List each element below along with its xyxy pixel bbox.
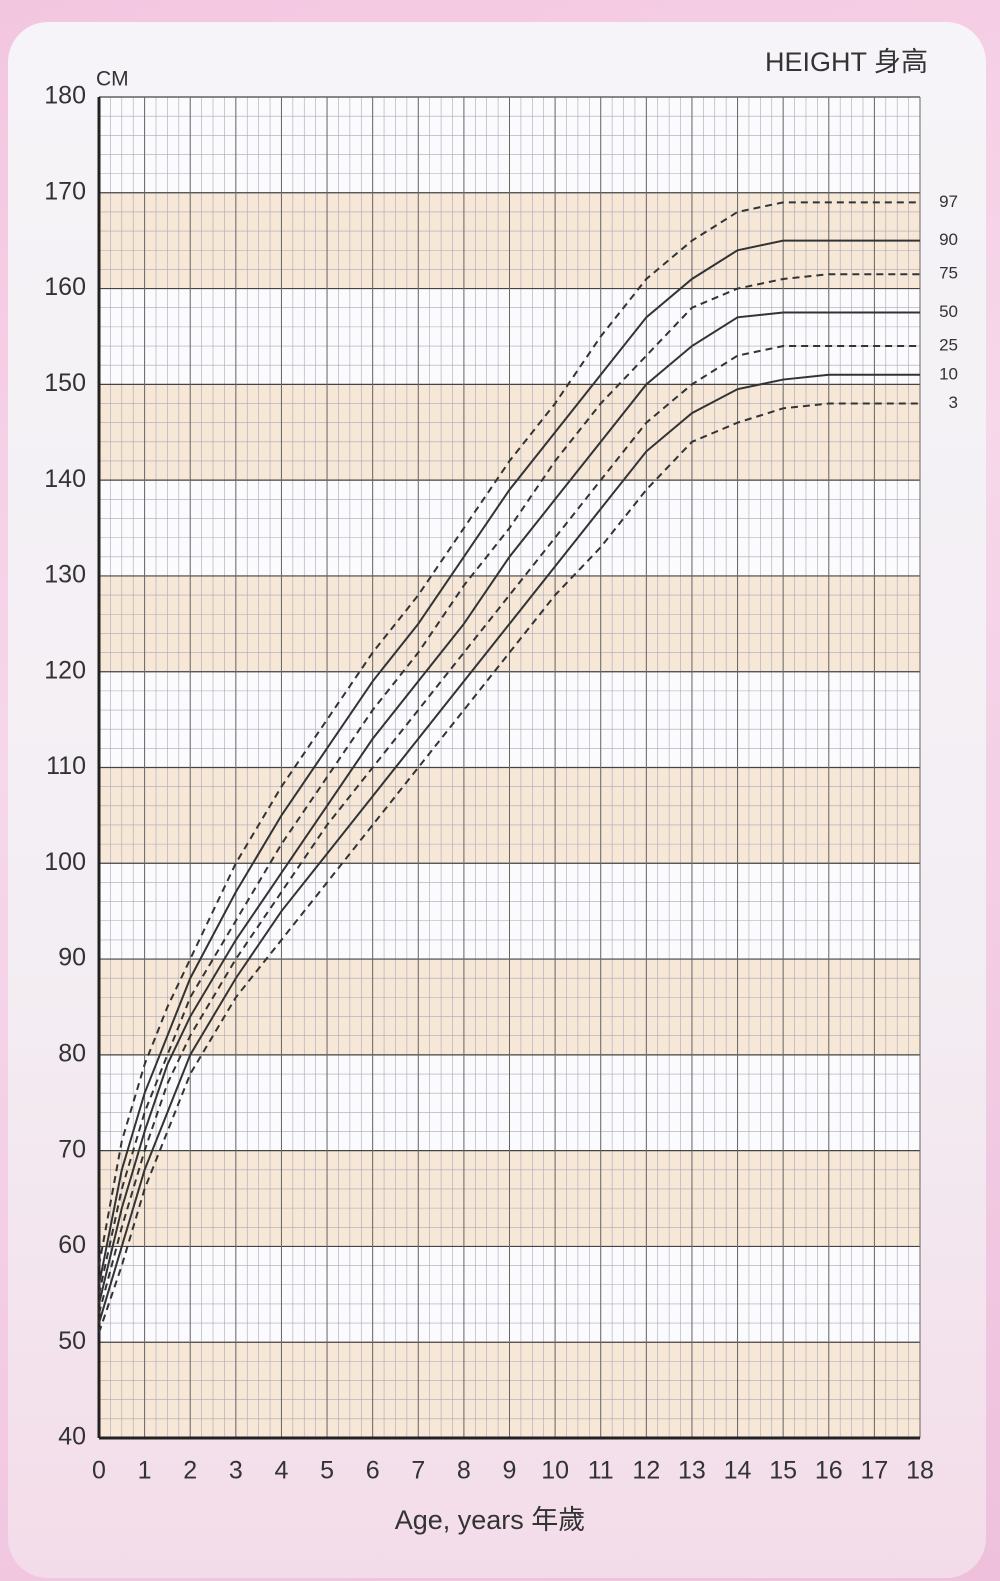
y-tick-label: 130 [44,561,86,589]
x-tick-label: 16 [815,1457,843,1485]
percentile-line [98,373,920,1324]
legend-label: 97 [939,192,958,211]
x-tick-label: 0 [92,1457,106,1485]
x-tick-label: 2 [183,1457,197,1485]
x-tick-label: 10 [541,1457,569,1485]
x-tick-label: 14 [724,1457,752,1485]
x-tick-label: 9 [503,1457,517,1485]
percentile-line [98,402,920,1333]
y-tick-label: 40 [58,1423,86,1451]
x-tick-label: 8 [457,1457,471,1485]
y-tick-label: 80 [58,1039,86,1067]
y-tick-label: 50 [58,1327,86,1355]
x-tick-label: 7 [411,1457,425,1485]
legend-label: 90 [939,230,958,249]
x-axis-label: Age, years 年歲 [395,1505,586,1535]
percentile-line [98,345,920,1314]
x-tick-label: 13 [678,1457,706,1485]
percentile-line [98,311,920,1305]
legend-label: 25 [939,336,958,355]
y-unit: CM [96,68,129,91]
y-tick-label: 100 [44,848,86,876]
percentile-line [98,273,920,1295]
y-tick-label: 90 [58,944,86,972]
y-tick-label: 150 [44,369,86,397]
x-tick-label: 15 [769,1457,797,1485]
y-tick-label: 70 [58,1135,86,1163]
legend-label: 10 [939,364,958,383]
y-tick-label: 140 [44,465,86,493]
x-tick-label: 17 [860,1457,888,1485]
legend-label: 50 [939,302,958,321]
legend-label: 75 [939,264,958,283]
y-tick-label: 60 [58,1231,86,1259]
percentile-line [98,201,920,1266]
x-tick-label: 12 [632,1457,660,1485]
x-tick-label: 5 [320,1457,334,1485]
y-tick-label: 110 [46,752,86,780]
y-tick-label: 170 [44,177,86,205]
x-tick-label: 4 [274,1457,288,1485]
x-tick-label: 18 [906,1457,934,1485]
y-tick-label: 120 [44,656,86,684]
x-tick-label: 11 [588,1457,614,1485]
y-tick-label: 180 [44,82,86,110]
legend-label: 3 [949,393,958,412]
percentile-line [98,239,920,1285]
x-tick-label: 3 [229,1457,243,1485]
x-tick-label: 1 [138,1457,152,1485]
y-tick-label: 160 [44,273,86,301]
x-tick-label: 6 [366,1457,380,1485]
chart-title: HEIGHT 身高 [765,47,928,77]
